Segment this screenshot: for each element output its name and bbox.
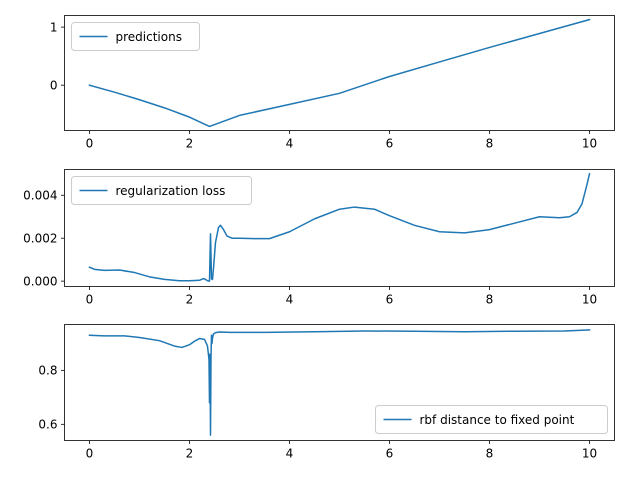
- rbf-distance-panel: 0 2 4 6 8 10 0.6 0.8 rbf distance to fixed point: [38, 324, 615, 461]
- legend-label: predictions: [116, 30, 182, 44]
- series-line-1-0: [88, 172, 591, 282]
- legend-box: [71, 22, 200, 51]
- legend-box: [375, 405, 608, 434]
- x-tick-label: 6: [386, 137, 394, 151]
- axes-frame: [64, 169, 615, 287]
- series-line-0-0: [88, 18, 591, 128]
- predictions-panel: 0 2 4 6 8 10 0 1 predictions: [50, 15, 615, 151]
- axes-frame: [64, 15, 615, 131]
- x-tick-label: 2: [186, 137, 194, 151]
- x-tick-label: 8: [486, 137, 494, 151]
- x-tick-label: 2: [186, 293, 194, 307]
- x-tick-label: 2: [186, 447, 194, 461]
- y-tick-label: 0.8: [38, 364, 57, 378]
- y-tick-label: 0.004: [23, 189, 57, 203]
- legend: regularization loss: [71, 176, 252, 205]
- axes-frame: [64, 324, 615, 441]
- legend-label: rbf distance to fixed point: [420, 413, 575, 427]
- legend: predictions: [71, 22, 200, 51]
- legend: rbf distance to fixed point: [375, 405, 608, 434]
- x-tick-label: 10: [582, 447, 597, 461]
- x-tick-label: 0: [86, 137, 94, 151]
- legend-box: [71, 176, 252, 205]
- x-tick-label: 4: [286, 293, 294, 307]
- x-tick-label: 8: [486, 293, 494, 307]
- legend-label: regularization loss: [116, 184, 226, 198]
- regularization-loss-panel: 0 2 4 6 8 10 0.000 0.002 0.004 regularization los…: [23, 169, 615, 307]
- x-tick-label: 0: [86, 293, 94, 307]
- x-tick-label: 4: [286, 447, 294, 461]
- y-tick-label: 0.6: [38, 418, 57, 432]
- series-line-2-0: [88, 329, 591, 436]
- x-tick-label: 10: [582, 137, 597, 151]
- x-tick-label: 6: [386, 293, 394, 307]
- y-tick-label: 0: [50, 78, 58, 92]
- x-tick-label: 6: [386, 447, 394, 461]
- x-tick-label: 4: [286, 137, 294, 151]
- y-tick-label: 1: [50, 20, 58, 34]
- x-tick-label: 0: [86, 447, 94, 461]
- y-tick-label: 0.000: [23, 274, 57, 288]
- x-tick-label: 8: [486, 447, 494, 461]
- y-tick-label: 0.002: [23, 231, 57, 245]
- x-tick-label: 10: [582, 293, 597, 307]
